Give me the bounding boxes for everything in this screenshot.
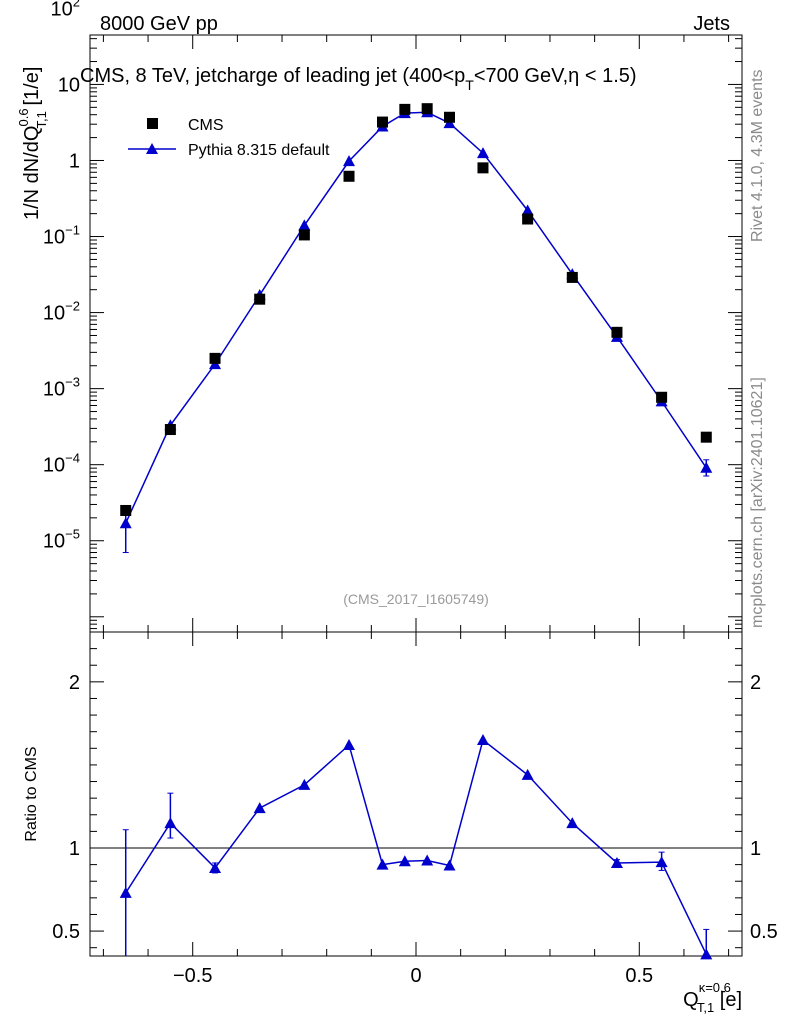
- cms-point: [421, 103, 433, 115]
- ratio-point: [476, 734, 489, 745]
- ratio-point: [164, 817, 177, 829]
- main-y-tick-label: 10: [58, 74, 80, 96]
- ratio-axis-ticks: [90, 631, 742, 956]
- chart-title: CMS, 8 TeV, jetcharge of leading jet (40…: [80, 65, 637, 93]
- analysis-label: (CMS_2017_I1605749): [343, 591, 489, 607]
- x-label-sup: κ=0.6: [699, 980, 731, 995]
- ratio-point: [343, 738, 356, 750]
- ratio-point: [253, 802, 266, 814]
- side-version-label: Rivet 4.1.0, 4.3M events: [749, 69, 766, 242]
- main-y-tick-label: 10−4: [43, 451, 80, 477]
- x-label-unit: [e]: [714, 989, 742, 1011]
- ratio-y-tick-label-left: 2: [69, 672, 80, 694]
- header-right: Jets: [693, 13, 730, 35]
- chart-title-end: <700 GeV,η < 1.5): [474, 65, 637, 87]
- x-tick-label: 0.5: [625, 965, 653, 987]
- cms-point: [477, 162, 489, 174]
- cms-series: [120, 103, 712, 516]
- main-y-tick-label: 1: [69, 150, 80, 172]
- ratio-point: [521, 768, 534, 780]
- ratio-y-tick-label-right: 2: [750, 672, 761, 694]
- cms-point: [254, 293, 266, 305]
- pythia-point: [476, 147, 489, 159]
- ratio-point: [610, 856, 623, 868]
- pythia-point: [119, 517, 132, 529]
- cms-point: [298, 229, 310, 241]
- chart-title-sub: T: [465, 77, 474, 93]
- cms-point: [566, 271, 578, 283]
- cms-point: [343, 170, 355, 182]
- x-axis-label: Qκ=0.6 T,1 [e]: [683, 980, 742, 1015]
- ratio-y-tick-label-left: 1: [69, 838, 80, 860]
- main-axis-ticks: [90, 35, 742, 632]
- chart-title-main: CMS, 8 TeV, jetcharge of leading jet (40…: [80, 65, 465, 87]
- main-panel: 10−5 10−4 10−3 10−2 10−1 1 10 102 CMS, 8 TeV, j…: [16, 0, 743, 633]
- main-y-axis-label: 1/N dN/dQ0.6 T,1 [1/e]: [16, 67, 49, 220]
- ratio-point: [700, 948, 713, 960]
- ratio-frame: [89, 631, 743, 957]
- cms-point: [700, 431, 712, 443]
- ratio-y-axis-label: Ratio to CMS: [23, 746, 40, 841]
- pythia-series: [119, 106, 713, 554]
- cms-point: [120, 504, 132, 516]
- cms-point: [522, 213, 534, 225]
- cms-point: [377, 116, 389, 128]
- ratio-point: [421, 854, 434, 866]
- cms-point: [164, 424, 176, 436]
- main-y-tick-label: 10−5: [43, 527, 80, 553]
- x-tick-label: −0.5: [173, 965, 212, 987]
- cms-point: [209, 352, 221, 364]
- x-label-main: Q: [683, 989, 699, 1011]
- ratio-point: [566, 817, 579, 829]
- legend-marker-pythia: [146, 143, 158, 154]
- cms-point: [399, 103, 411, 115]
- main-y-tick-labels: 10−5 10−4 10−3 10−2 10−1 1 10 102: [43, 0, 80, 553]
- cms-point: [656, 391, 668, 403]
- ratio-point: [398, 855, 411, 867]
- main-y-tick-label: 102: [51, 0, 80, 20]
- ratio-y-tick-label-right: 1: [750, 838, 761, 860]
- legend-marker-cms: [147, 118, 158, 129]
- pythia-point: [343, 155, 356, 167]
- x-label-sub: T,1: [697, 1000, 714, 1015]
- x-tick-label: 0: [410, 965, 421, 987]
- ratio-y-tick-label-right: 0.5: [750, 921, 778, 943]
- cms-point: [611, 326, 623, 338]
- ratio-point: [209, 861, 222, 873]
- main-y-label-sup: 0.6: [16, 108, 31, 126]
- main-y-tick-label: 10−3: [43, 375, 80, 401]
- ratio-point: [119, 886, 132, 898]
- cms-point: [443, 111, 455, 123]
- pythia-point: [298, 219, 311, 231]
- legend-label-pythia: Pythia 8.315 default: [188, 142, 330, 159]
- side-source-label: mcplots.cern.ch [arXiv:2401.10621]: [749, 377, 766, 628]
- legend: CMS Pythia 8.315 default: [128, 117, 330, 159]
- pythia-point: [521, 204, 534, 216]
- ratio-tick-labels: 0.5 0.5 1 1 2 2 −0.5 0 0.5: [52, 672, 778, 987]
- main-y-label-unit: [1/e]: [21, 67, 43, 111]
- legend-label-cms: CMS: [188, 117, 224, 134]
- pythia-line: [125, 111, 707, 524]
- pythia-point: [700, 461, 713, 473]
- ratio-y-tick-label-left: 0.5: [52, 921, 80, 943]
- ratio-line: [125, 738, 707, 955]
- ratio-point: [655, 856, 668, 868]
- ratio-point: [298, 778, 311, 790]
- ratio-point: [443, 859, 456, 871]
- ratio-series: [119, 734, 713, 960]
- main-y-label-sub: T,1: [34, 111, 49, 128]
- header-left: 8000 GeV pp: [100, 13, 218, 35]
- ratio-panel: 0.5 0.5 1 1 2 2 −0.5 0 0.5 Ratio to CMS Qκ=0.6 T,…: [23, 631, 778, 1015]
- main-y-tick-label: 10−2: [43, 299, 80, 325]
- main-y-label-main: 1/N dN/dQ: [21, 126, 43, 220]
- ratio-point: [376, 858, 389, 870]
- main-y-tick-label: 10−1: [43, 223, 80, 249]
